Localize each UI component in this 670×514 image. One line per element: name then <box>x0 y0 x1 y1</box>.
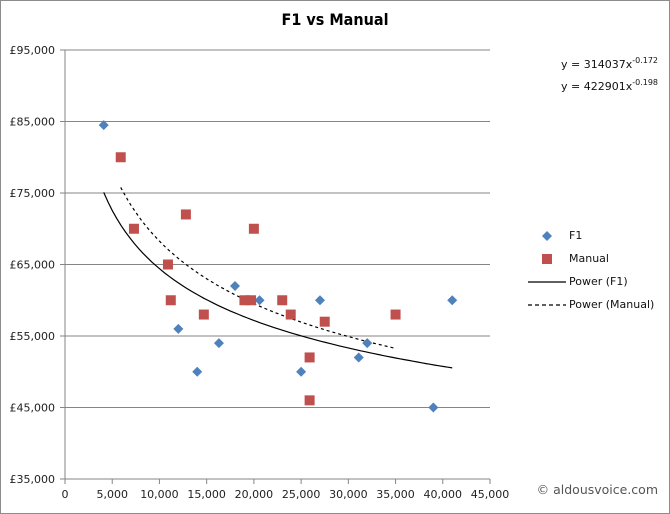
data-point-f1 <box>230 280 240 291</box>
y-tick-label: £85,000 <box>10 116 56 129</box>
x-tick-label: 40,000 <box>424 488 463 501</box>
legend-item-power-manual: Power (Manual) <box>527 295 667 318</box>
data-point-manual <box>128 223 139 234</box>
y-tick-label: £75,000 <box>10 187 56 200</box>
legend-item-f1: F1 <box>527 226 667 249</box>
watermark: © aldousvoice.com <box>536 482 658 497</box>
legend-label: F1 <box>569 229 583 242</box>
data-point-manual <box>390 309 401 320</box>
data-point-manual <box>198 309 209 320</box>
dashed-line-icon <box>528 304 566 306</box>
data-point-manual <box>304 352 315 363</box>
equation-f1: y = 314037x-0.172 <box>561 56 659 71</box>
data-point-manual <box>165 295 176 306</box>
trendline-f1 <box>103 192 453 369</box>
data-point-f1 <box>428 402 439 413</box>
data-point-manual <box>246 295 257 306</box>
x-tick-label: 30,000 <box>329 488 368 501</box>
equation-manual: y = 422901x-0.198 <box>561 78 659 93</box>
y-tick-label: £35,000 <box>10 473 56 486</box>
data-point-manual <box>180 209 191 220</box>
legend-item-power-f1: Power (F1) <box>527 272 667 295</box>
x-tick-label: 15,000 <box>187 488 226 501</box>
x-tick-label: 0 <box>62 488 69 501</box>
data-point-manual <box>304 395 315 406</box>
trendline-manual <box>120 187 396 349</box>
y-tick-label: £45,000 <box>10 402 56 415</box>
x-tick-label: 35,000 <box>376 488 415 501</box>
data-point-f1 <box>173 323 184 334</box>
x-tick-label: 20,000 <box>235 488 274 501</box>
x-tick-label: 5,000 <box>96 488 128 501</box>
legend-label: Manual <box>569 252 609 265</box>
diamond-marker-icon <box>542 231 552 241</box>
data-point-f1 <box>192 366 203 377</box>
y-tick-label: £65,000 <box>10 259 56 272</box>
data-point-manual <box>277 295 288 306</box>
data-point-f1 <box>296 366 307 377</box>
data-point-manual <box>162 259 173 270</box>
data-point-manual <box>285 309 296 320</box>
y-tick-label: £95,000 <box>10 44 56 57</box>
chart-title: F1 vs Manual <box>281 10 389 29</box>
data-point-manual <box>239 295 250 306</box>
legend-label: Power (Manual) <box>569 298 655 311</box>
legend-label: Power (F1) <box>569 275 628 288</box>
data-point-f1 <box>254 295 265 306</box>
data-point-manual <box>248 223 259 234</box>
data-point-f1 <box>98 120 109 131</box>
x-tick-label: 10,000 <box>140 488 179 501</box>
x-tick-label: 45,000 <box>471 488 510 501</box>
data-point-f1 <box>353 352 364 363</box>
x-tick-label: 25,000 <box>282 488 321 501</box>
data-point-f1 <box>447 295 458 306</box>
y-tick-label: £55,000 <box>10 330 56 343</box>
data-point-f1 <box>315 295 325 306</box>
data-point-manual <box>115 152 126 163</box>
square-marker-icon <box>542 254 552 264</box>
legend-item-manual: Manual <box>527 249 667 272</box>
data-point-f1 <box>362 338 373 349</box>
legend: F1 Manual Power (F1) Power (Manual) <box>527 226 667 318</box>
data-point-manual <box>319 316 330 327</box>
solid-line-icon <box>528 281 566 283</box>
data-point-f1 <box>213 338 224 349</box>
